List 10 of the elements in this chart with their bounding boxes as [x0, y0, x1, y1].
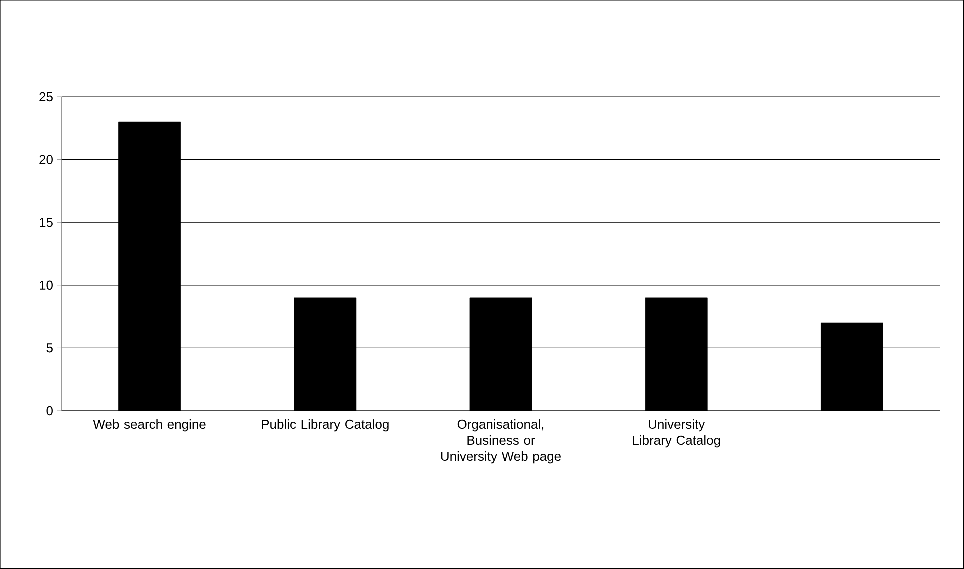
x-tick-label: Organisational, Business or University Web page — [441, 420, 561, 464]
y-tick-label: 25 — [40, 92, 53, 102]
x-tick-label: Public Library Catalog — [262, 420, 389, 432]
y-tick-label: 10 — [40, 280, 53, 290]
x-tick-label: Web search engine — [93, 420, 206, 432]
y-tick-label: 5 — [46, 344, 53, 353]
y-tick-label: 15 — [40, 218, 53, 228]
y-tick-label: 0 — [46, 406, 53, 416]
x-tick-label: University Library Catalog — [633, 420, 720, 448]
y-tick-label: 20 — [40, 155, 53, 164]
